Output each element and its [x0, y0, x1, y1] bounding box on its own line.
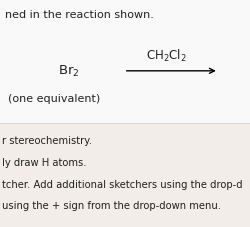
FancyBboxPatch shape — [0, 124, 250, 227]
Text: ned in the reaction shown.: ned in the reaction shown. — [5, 10, 154, 20]
Text: Br$_2$: Br$_2$ — [58, 64, 79, 79]
Text: r stereochemistry.: r stereochemistry. — [2, 136, 92, 146]
Text: using the + sign from the drop-down menu.: using the + sign from the drop-down menu… — [2, 200, 222, 210]
Text: tcher. Add additional sketchers using the drop-d: tcher. Add additional sketchers using th… — [2, 179, 243, 189]
FancyBboxPatch shape — [0, 0, 250, 124]
Text: ly draw H atoms.: ly draw H atoms. — [2, 157, 87, 167]
Text: CH$_2$Cl$_2$: CH$_2$Cl$_2$ — [146, 48, 187, 64]
Text: (one equivalent): (one equivalent) — [8, 94, 100, 104]
